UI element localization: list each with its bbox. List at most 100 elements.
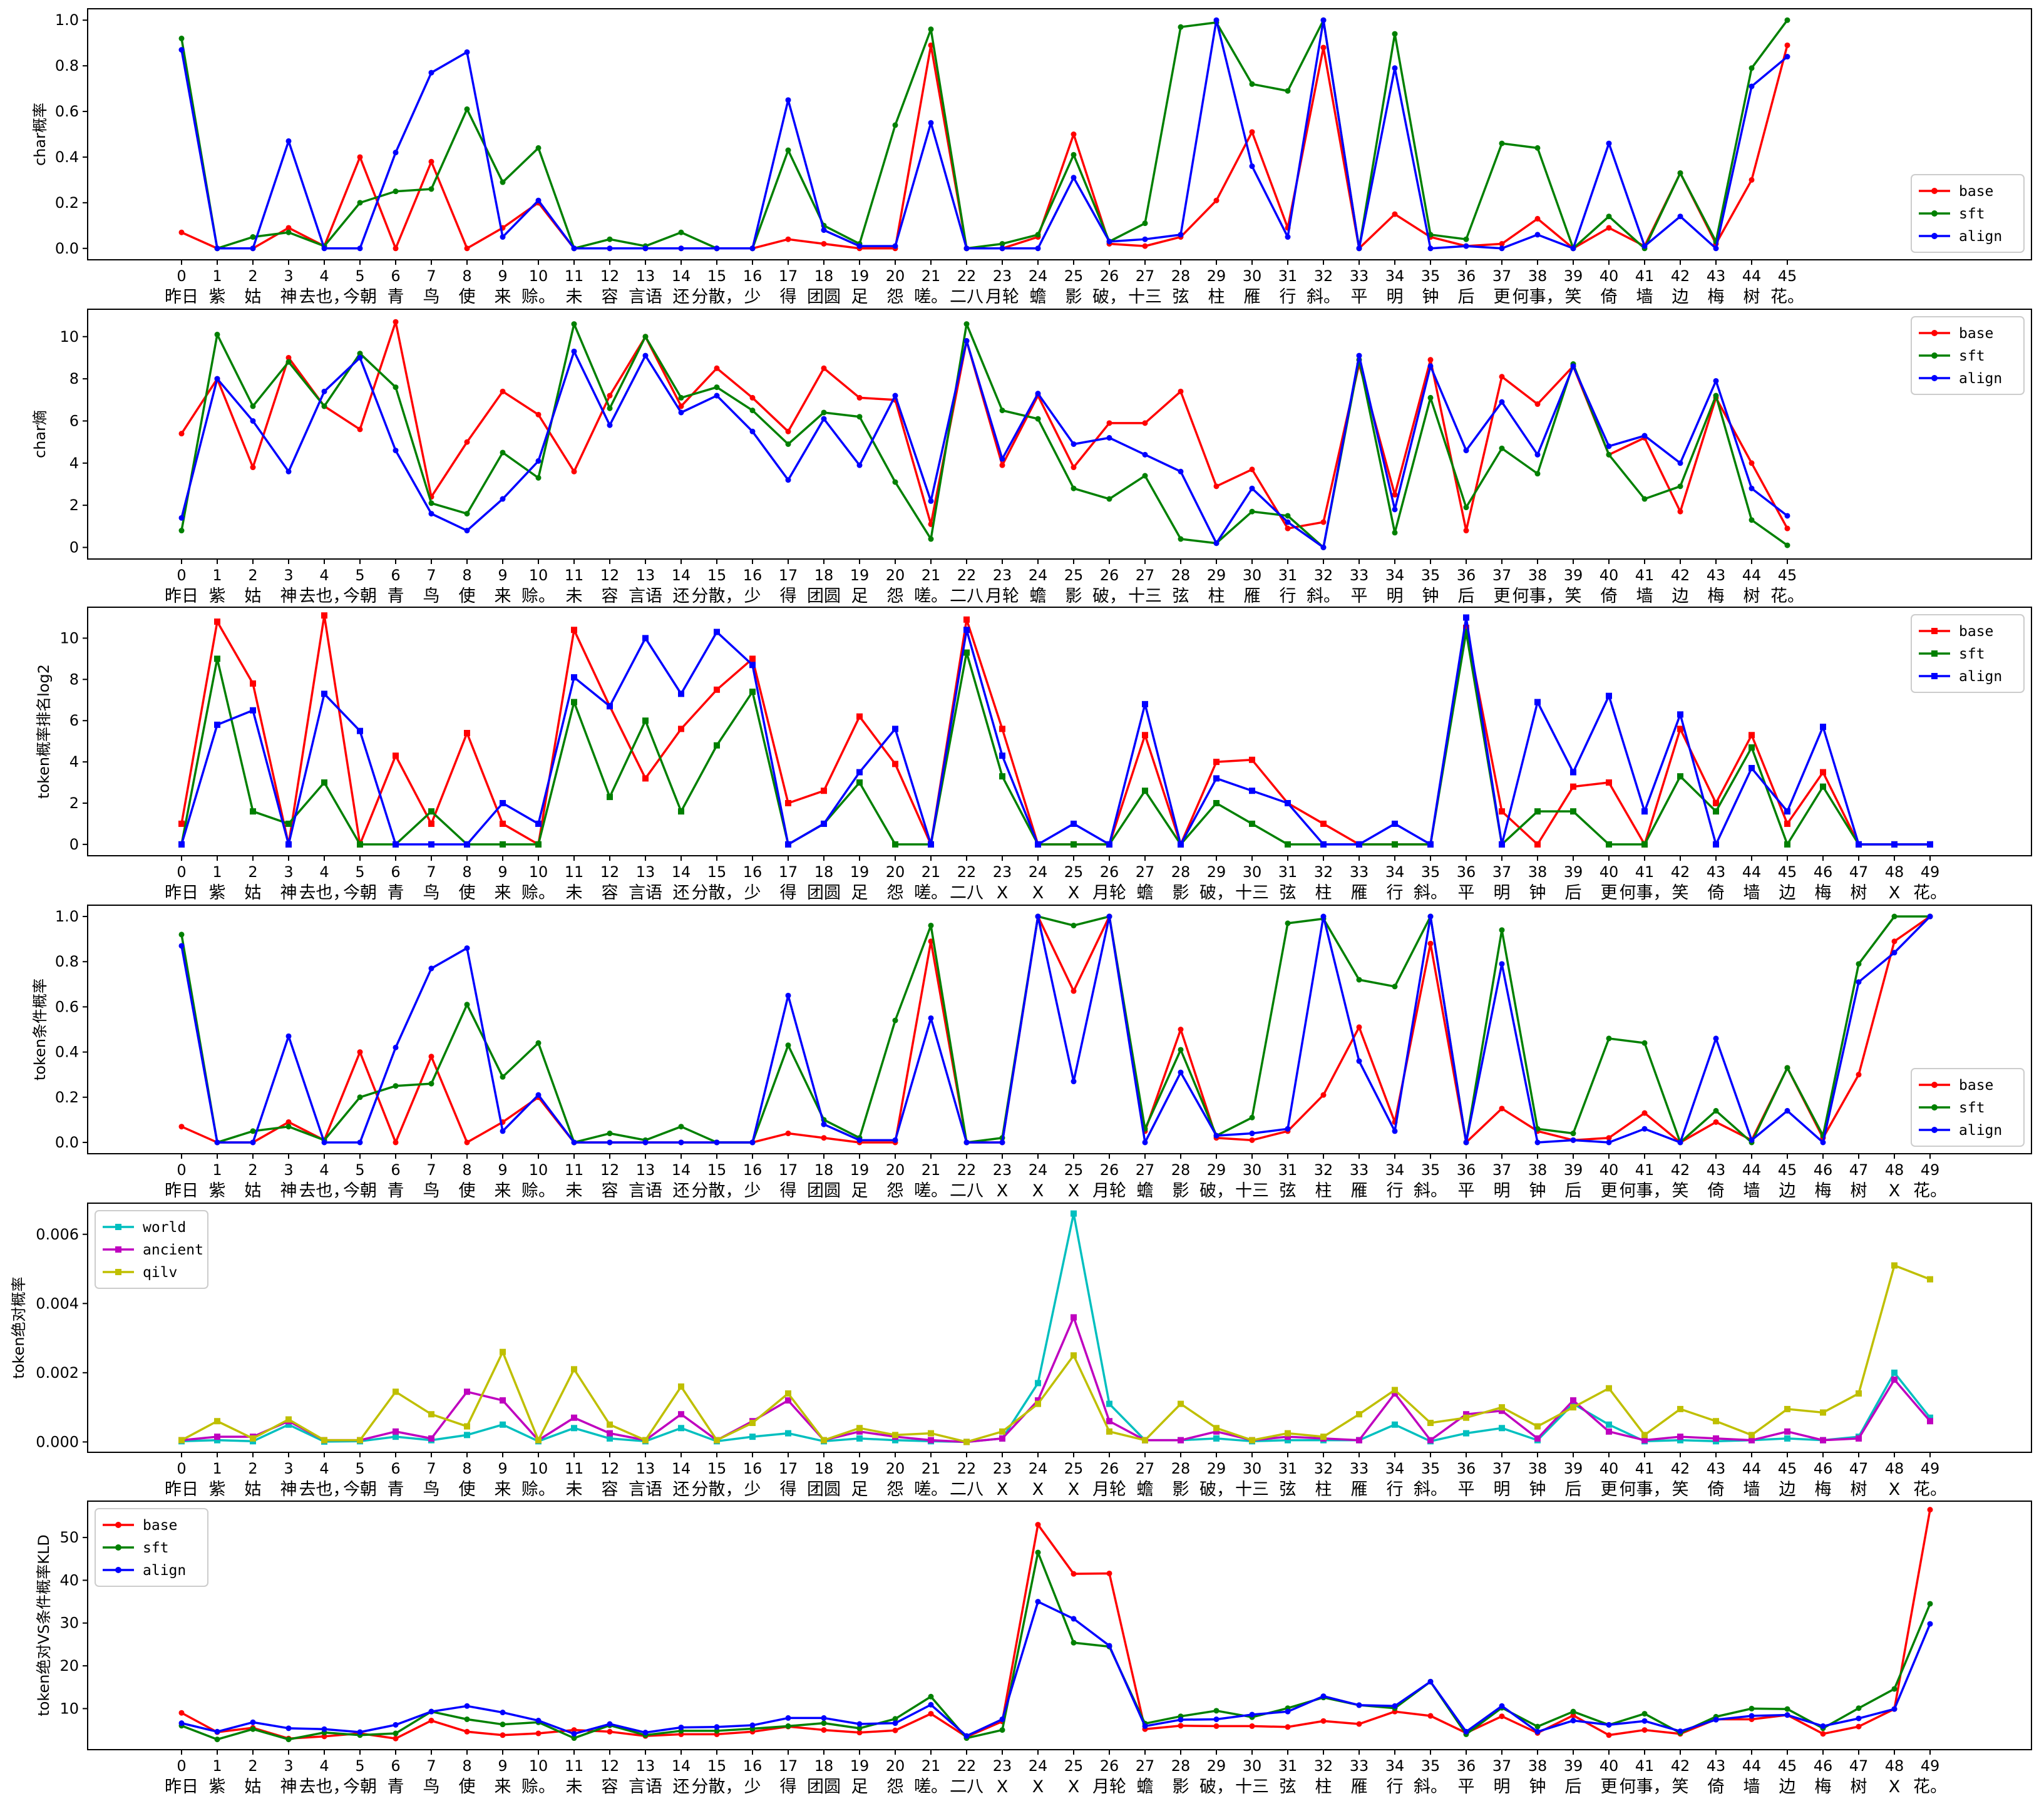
x-token-label: 今朝 [343, 883, 377, 903]
data-point-align [535, 197, 542, 203]
x-token-label: 后 [1458, 587, 1475, 606]
x-token-label: X [1032, 1777, 1044, 1797]
x-token-label: 还 [673, 883, 690, 903]
x-token-label: 容 [602, 587, 619, 606]
x-tick-label: 9 [498, 567, 507, 584]
data-point-sft [1213, 799, 1220, 806]
data-point-align [1035, 913, 1041, 920]
data-point-base [428, 1718, 434, 1724]
x-token-label: 影 [1173, 1777, 1189, 1797]
x-tick-label: 27 [1136, 267, 1155, 285]
x-tick-label: 44 [1742, 1161, 1762, 1179]
data-point-ancient [1606, 1428, 1612, 1435]
data-point-align [464, 841, 470, 848]
legend-marker-align [1931, 673, 1938, 679]
data-point-qilv [1320, 1434, 1327, 1440]
data-point-base [1178, 388, 1184, 394]
data-point-align [1285, 234, 1291, 240]
data-point-base [1249, 756, 1255, 763]
x-token-label: 笑 [1672, 1777, 1689, 1797]
x-tick-label: 40 [1600, 1161, 1619, 1179]
data-point-align [214, 376, 220, 382]
data-point-base [1820, 769, 1826, 776]
data-point-align [1320, 913, 1327, 920]
data-point-align [321, 245, 327, 252]
x-tick-label: 20 [886, 1460, 905, 1477]
x-tick-label: 0 [177, 863, 186, 881]
x-tick-label: 22 [957, 863, 977, 881]
data-point-align [999, 1716, 1005, 1722]
data-point-align [1534, 1139, 1541, 1146]
x-token-label: 蟾 [1137, 883, 1154, 903]
x-token-label: X [1889, 1777, 1901, 1797]
x-tick-label: 30 [1243, 863, 1262, 881]
x-tick-label: 45 [1778, 1161, 1797, 1179]
data-point-ancient [1035, 1397, 1041, 1404]
data-point-align [285, 841, 292, 848]
x-tick-label: 22 [957, 1460, 977, 1477]
x-token-label: 少 [744, 587, 761, 606]
data-point-align [1356, 841, 1362, 848]
data-point-qilv [1927, 1276, 1933, 1283]
x-tick-label: 43 [1707, 1460, 1726, 1477]
data-point-qilv [1534, 1423, 1541, 1430]
legend-box [1911, 1068, 2025, 1147]
x-token-label: 使 [459, 1777, 476, 1797]
x-tick-label: 16 [743, 1460, 763, 1477]
x-token-label: 容 [602, 287, 619, 307]
x-tick-label: 17 [779, 267, 798, 285]
data-point-ancient [1213, 1428, 1220, 1435]
x-tick-label: 13 [636, 1161, 655, 1179]
x-tick-label: 2 [248, 1161, 257, 1179]
legend-label-base: base [1959, 183, 1993, 200]
x-tick-label: 1 [212, 863, 222, 881]
x-token-label: 行 [1387, 1480, 1404, 1499]
x-token-label: 神 [280, 883, 297, 903]
x-token-label: X [997, 883, 1009, 903]
x-tick-label: 24 [1029, 1757, 1048, 1775]
x-token-label: 使 [459, 883, 476, 903]
data-point-base [1320, 1718, 1327, 1724]
data-point-align [1784, 1712, 1790, 1718]
data-point-world [607, 1435, 613, 1442]
data-point-world [1927, 1414, 1933, 1421]
x-tick-label: 17 [779, 1460, 798, 1477]
x-token-label: 得 [780, 587, 797, 606]
data-point-align [1392, 65, 1398, 71]
x-token-label: 月轮 [1092, 883, 1126, 903]
x-tick-label: 11 [565, 1460, 584, 1477]
data-point-base [1285, 1724, 1291, 1730]
legend-marker-align [1931, 233, 1938, 239]
x-tick-label: 7 [426, 567, 436, 584]
data-point-base [1713, 799, 1719, 806]
data-point-sft [1463, 505, 1469, 511]
data-point-world [393, 1434, 399, 1440]
x-token-label: 未 [566, 1480, 583, 1499]
data-point-base [393, 245, 399, 252]
data-point-align [1570, 1137, 1576, 1143]
x-token-label: 梅 [1815, 1181, 1832, 1201]
x-token-label: 十三 [1235, 883, 1269, 903]
data-point-sft [1499, 140, 1505, 146]
x-token-label: 墙 [1744, 883, 1760, 903]
data-point-base [1606, 779, 1612, 786]
x-token-label: 何事， [1620, 1480, 1670, 1499]
data-point-align [428, 965, 434, 972]
data-point-align [1677, 711, 1683, 718]
y-tick-label: 2 [69, 794, 79, 812]
x-token-label: 言语 [629, 287, 662, 307]
data-point-sft [928, 536, 934, 542]
data-point-align [714, 392, 720, 399]
data-point-sft [607, 236, 613, 242]
x-token-label: 后 [1565, 1480, 1582, 1499]
x-tick-label: 20 [886, 863, 905, 881]
data-point-base [1071, 1571, 1077, 1577]
data-point-align [393, 1044, 399, 1050]
x-token-label: 青 [388, 883, 404, 903]
data-point-base [821, 240, 827, 247]
data-point-base [785, 799, 791, 806]
x-token-label: 明 [1494, 883, 1511, 903]
x-tick-label: 6 [391, 1460, 400, 1477]
data-point-base [856, 394, 863, 401]
data-point-world [749, 1434, 756, 1440]
